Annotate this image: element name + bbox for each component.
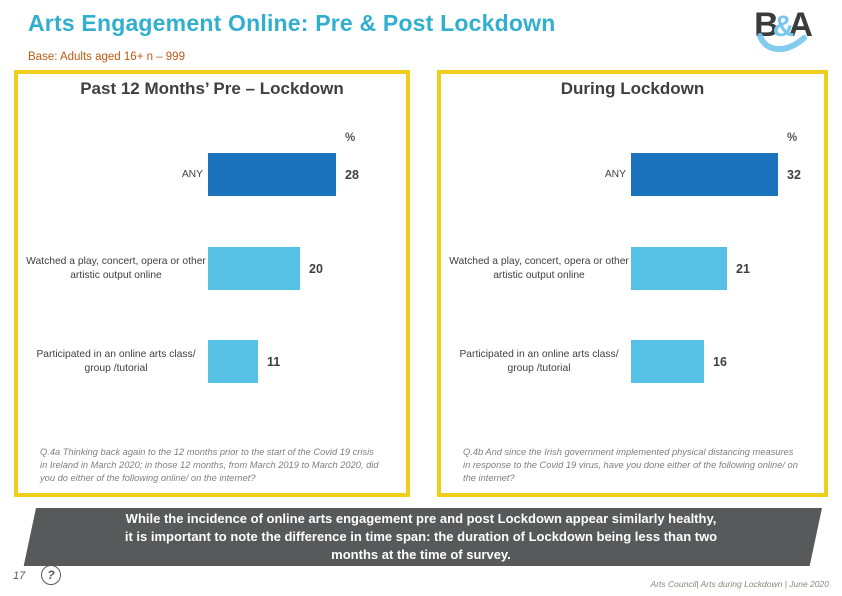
bar-participated [208,340,258,383]
bar-cell: 32 [631,153,801,196]
bar-value: 11 [267,354,281,369]
bar-row-participated: Participated in an online arts class/ gr… [18,340,406,383]
category-label: Participated in an online arts class/ gr… [36,349,196,374]
question-footnote-q4b: Q.4b And since the Irish government impl… [463,447,798,484]
bar-row-any: ANY 32 [441,153,824,196]
bar-row-any: ANY 28 [18,153,406,196]
category-label: Watched a play, concert, opera or other … [26,256,206,281]
bar-value: 28 [345,167,359,182]
bar-cell: 11 [208,340,280,383]
bar-value: 16 [713,354,727,369]
bar-participated [631,340,704,383]
chart-title-pre: Past 12 Months’ Pre – Lockdown [80,79,344,98]
callout-text: While the incidence of online arts engag… [60,510,782,564]
callout-line: it is important to note the difference i… [124,529,718,544]
source-credit: Arts Council| Arts during Lockdown | Jun… [650,579,829,589]
logo-swoosh-icon [757,33,807,52]
chart-title-during: During Lockdown [560,79,705,98]
bar-value: 21 [736,261,750,276]
callout-line: months at the time of survey. [331,547,511,562]
bar-cell: 21 [631,247,750,290]
bar-watched [208,247,300,290]
logo-letter-a: A [788,6,813,44]
percent-axis-label: % [345,132,356,144]
bar-watched [631,247,727,290]
category-label: ANY [604,168,626,180]
bar-row-watched: Watched a play, concert, opera or other … [18,247,406,290]
slide-title: Arts Engagement Online: Pre & Post Lockd… [28,10,556,36]
chart-panel-pre-lockdown: Past 12 Months’ Pre – Lockdown % ANY 28 … [14,70,410,497]
bar-value: 20 [309,261,323,276]
chart-panel-during-lockdown: During Lockdown % ANY 32 Watched a play,… [437,70,828,497]
category-label: ANY [181,168,203,180]
ba-logo: B&A [738,6,826,58]
question-mark-icon[interactable]: ? [41,565,61,585]
bar-cell: 16 [631,340,727,383]
page-number: 17 [13,570,26,582]
bar-row-watched: Watched a play, concert, opera or other … [441,247,824,290]
logo-ampersand: & [772,10,795,43]
percent-axis-label: % [787,132,798,144]
category-label: Participated in an online arts class/ gr… [459,349,619,374]
bar-any [631,153,778,196]
base-note: Base: Adults aged 16+ n – 999 [28,51,185,63]
ba-logo-letters: B&A [738,8,826,42]
question-footnote-q4a: Q.4a Thinking back again to the 12 month… [40,447,379,484]
bar-cell: 28 [208,153,359,196]
bar-any [208,153,336,196]
bar-cell: 20 [208,247,323,290]
bar-row-participated: Participated in an online arts class/ gr… [441,340,824,383]
bar-value: 32 [787,167,801,182]
callout-line: While the incidence of online arts engag… [125,511,717,526]
category-label: Watched a play, concert, opera or other … [449,256,629,281]
